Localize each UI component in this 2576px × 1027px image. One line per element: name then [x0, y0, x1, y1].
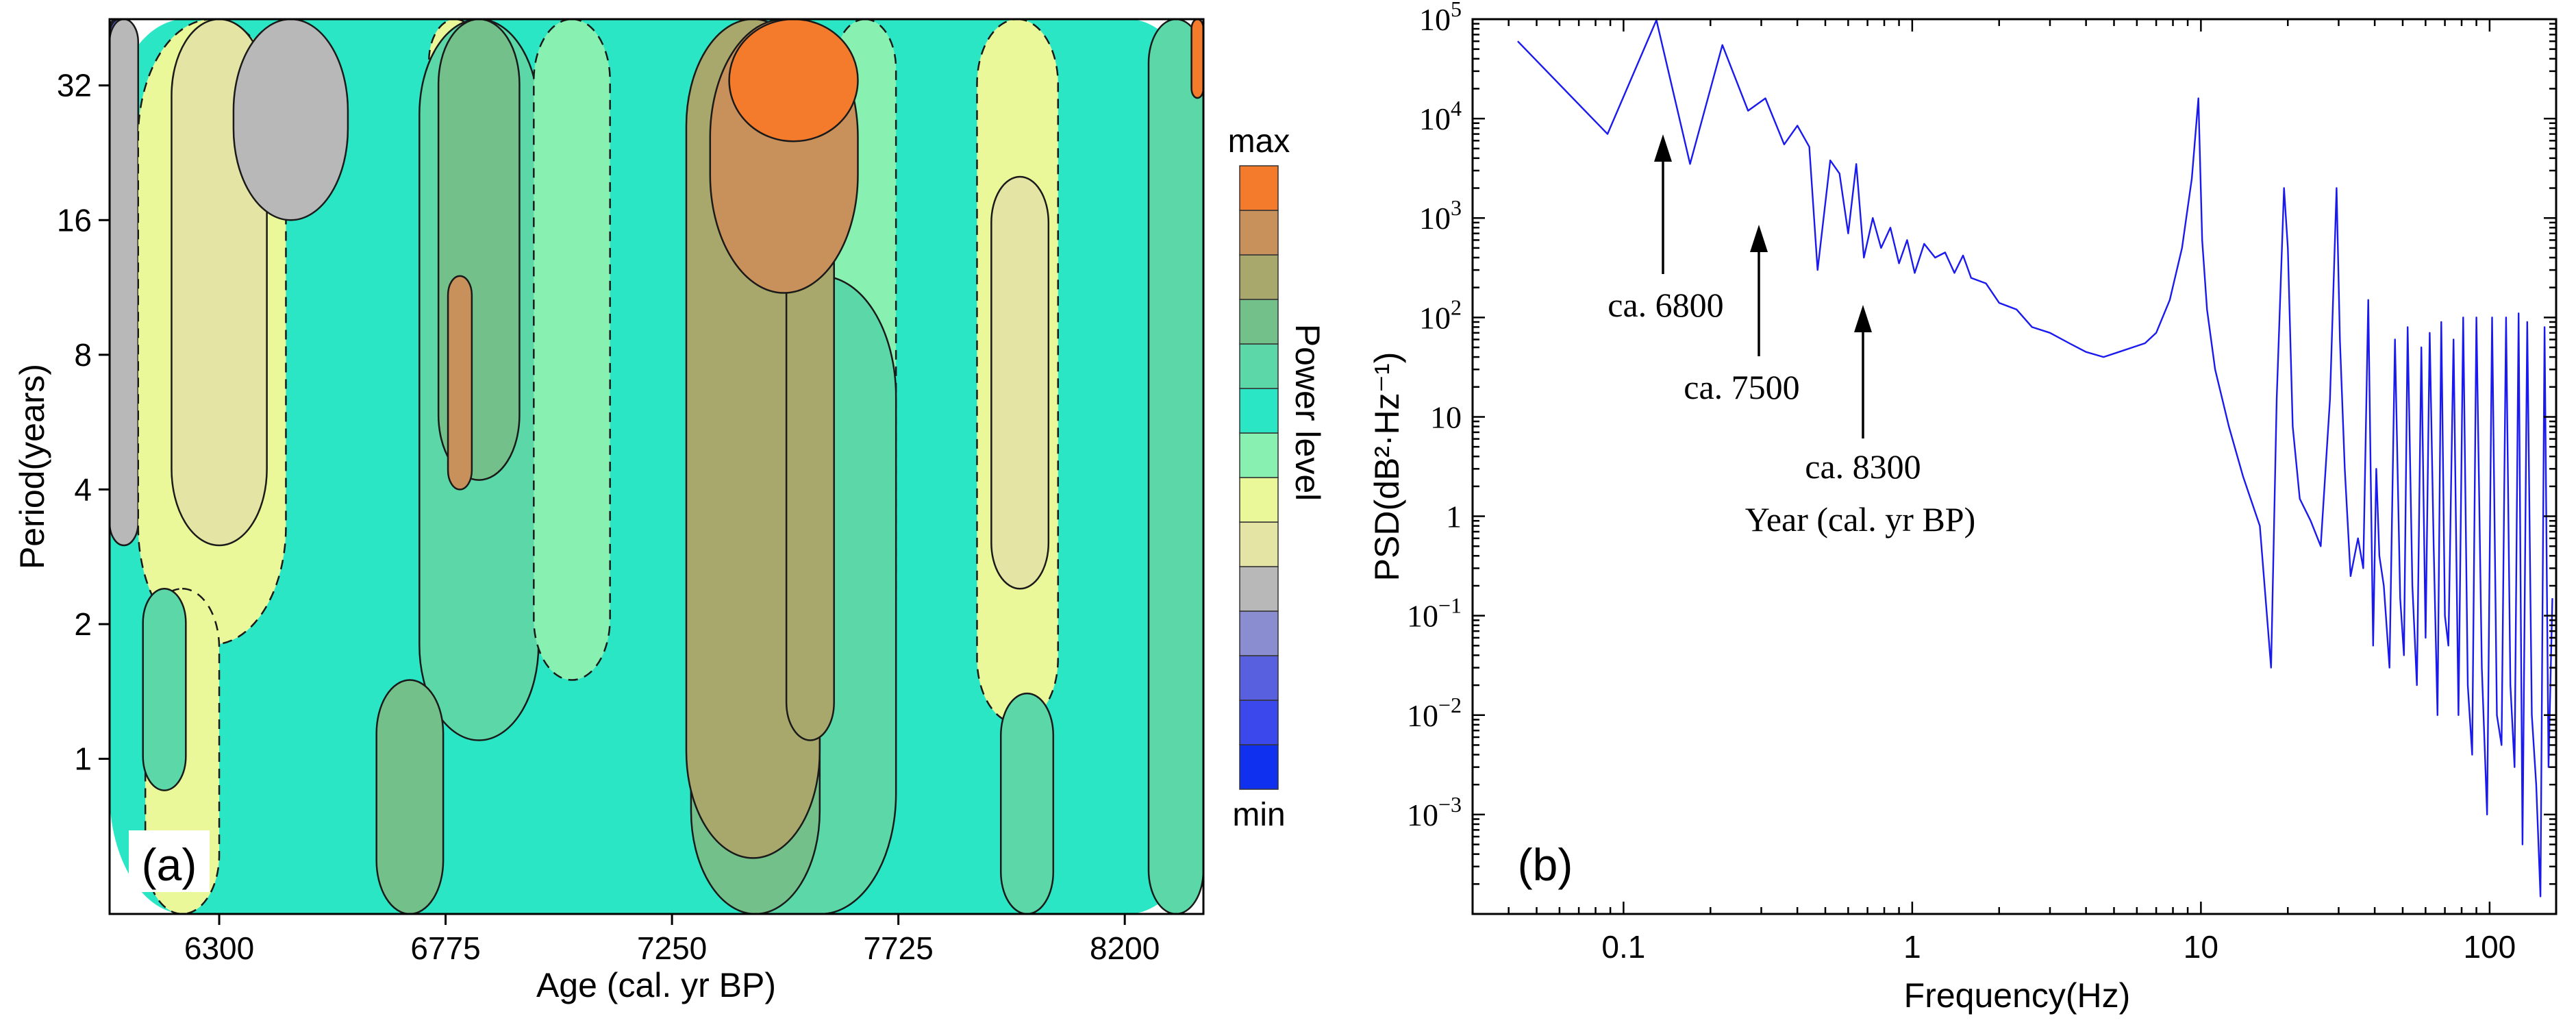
- panel-a-y-axis: 1 2 4 8 16 32: [57, 68, 110, 777]
- heatmap-regions: [110, 19, 1203, 914]
- panel-a: 6300 6775 7250 7725 8200 1 2 4 8 16 32 (a) Age (c…: [13, 18, 1327, 1004]
- y-tick-label: 10−1: [1407, 593, 1462, 634]
- contour-region: [1190, 19, 1203, 99]
- y-tick-label: 105: [1419, 0, 1462, 37]
- panel-a-x-label: Age (cal. yr BP): [536, 966, 776, 1004]
- x-tick-label: 10: [2184, 929, 2218, 965]
- y-tick-label: 10: [1430, 399, 1462, 434]
- panel-a-label: (a): [142, 839, 197, 890]
- colorbar-swatch: [1239, 210, 1279, 256]
- x-tick-label: 8200: [1090, 930, 1160, 966]
- psd-line: [1517, 19, 2553, 898]
- x-tick-label: 100: [2463, 929, 2516, 965]
- panel-a-label-box: [129, 830, 210, 892]
- contour-region: [1000, 692, 1055, 914]
- colorbar-swatch: [1239, 388, 1279, 434]
- contour-region: [533, 19, 611, 681]
- panel-b-label: (b): [1518, 839, 1573, 890]
- annotation-arrowhead: [1654, 134, 1672, 162]
- panel-b-y-axis: 10−3 10−2 10−1 1 10 102 103 104 105: [1407, 0, 2556, 915]
- x-tick-label: 7725: [863, 930, 933, 966]
- colorbar-swatch: [1239, 610, 1279, 656]
- contour-region: [232, 19, 349, 221]
- y-tick-label: 10−3: [1407, 792, 1462, 832]
- colorbar-swatch: [1239, 521, 1279, 567]
- y-tick-label: 32: [57, 68, 92, 103]
- panel-b-x-label: Frequency(Hz): [1904, 976, 2131, 1015]
- colorbar-swatch: [1239, 655, 1279, 701]
- panel-a-x-axis: 6300 6775 7250 7725 8200: [184, 914, 1160, 966]
- colorbar-swatch: [1239, 299, 1279, 345]
- panel-b-frame: [1471, 18, 2558, 915]
- y-tick-label: 1: [74, 741, 92, 777]
- x-tick-label: 7250: [637, 930, 707, 966]
- annotation-label: ca. 7500: [1684, 368, 1799, 406]
- y-tick-label: 103: [1419, 195, 1462, 236]
- x-tick-label: 0.1: [1601, 929, 1645, 965]
- panel-b-annotations: ca. 6800 ca. 7500 ca. 8300 Year (cal. yr BP…: [1608, 134, 1975, 539]
- colorbar: [1239, 165, 1279, 790]
- contour-region: [447, 275, 473, 491]
- psd-series: [1517, 19, 2553, 898]
- annotation-label: ca. 8300: [1805, 447, 1921, 486]
- colorbar-max-label: max: [1228, 123, 1290, 160]
- annotation-year-label: Year (cal. yr BP): [1745, 500, 1976, 539]
- y-tick-label: 1: [1446, 499, 1462, 534]
- annotation-arrowhead: [1750, 225, 1768, 252]
- y-tick-label: 2: [74, 606, 92, 642]
- annotation-label: ca. 6800: [1608, 286, 1723, 324]
- colorbar-swatch: [1239, 343, 1279, 389]
- panel-a-frame: [108, 18, 1205, 915]
- panel-a-y-label: Period(years): [13, 364, 51, 569]
- y-tick-label: 102: [1419, 295, 1462, 335]
- contour-region: [728, 19, 859, 143]
- contour-region: [990, 175, 1050, 590]
- colorbar-swatch: [1239, 566, 1279, 612]
- colorbar-min-label: min: [1232, 797, 1285, 833]
- y-tick-label: 16: [57, 202, 92, 238]
- x-tick-label: 6775: [410, 930, 480, 966]
- colorbar-swatch: [1239, 477, 1279, 523]
- x-tick-label: 1: [1903, 929, 1921, 965]
- colorbar-swatch: [1239, 165, 1279, 211]
- contour-region: [142, 588, 187, 791]
- panel-b-x-axis: 0.1 1 10 100: [1471, 19, 2516, 965]
- colorbar-swatch: [1239, 254, 1279, 300]
- y-tick-label: 8: [74, 337, 92, 373]
- y-tick-label: 104: [1419, 96, 1462, 136]
- contour-region: [375, 679, 445, 914]
- colorbar-swatch: [1239, 744, 1279, 790]
- panel-b-y-label: PSD(dB²·Hz⁻¹): [1368, 352, 1406, 582]
- annotation-arrowhead: [1854, 305, 1872, 332]
- colorbar-title: Power level: [1288, 324, 1327, 501]
- y-tick-label: 4: [74, 471, 92, 507]
- contour-region: [1147, 19, 1203, 914]
- x-tick-label: 6300: [184, 930, 254, 966]
- colorbar-swatch: [1239, 700, 1279, 745]
- panel-b: 0.1 1 10 100 10−3 10−2 10−1 1 10 102 103 104 105 ca…: [1368, 0, 2558, 1015]
- contour-region: [110, 19, 1203, 914]
- y-tick-label: 10−2: [1407, 693, 1462, 733]
- colorbar-swatch: [1239, 432, 1279, 478]
- contour-region: [110, 19, 139, 547]
